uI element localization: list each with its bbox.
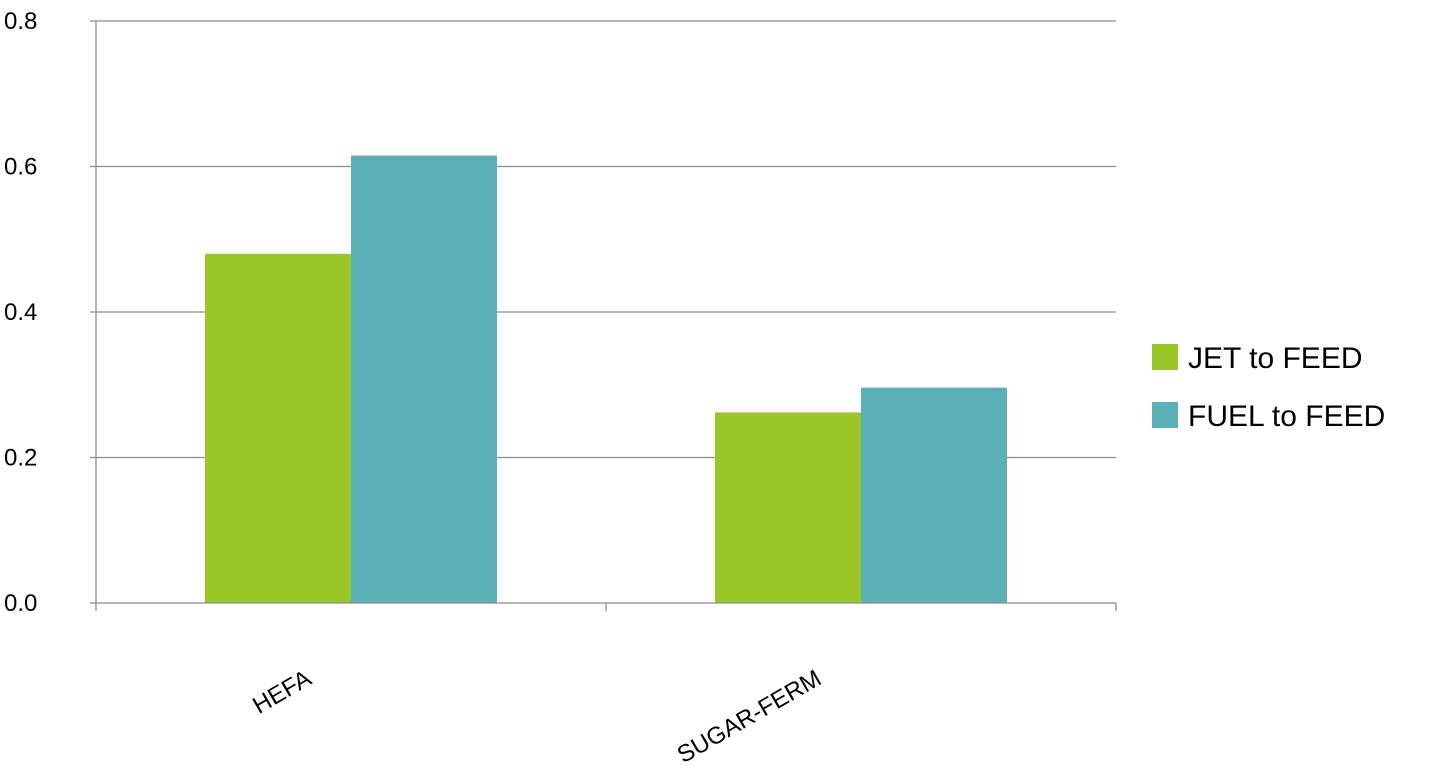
y-tick-label: 0.4 <box>4 299 37 326</box>
x-category-label: SUGAR-FERM <box>673 665 826 767</box>
axes <box>90 21 1117 611</box>
bars <box>205 155 1007 604</box>
x-category-labels: HEFA SUGAR-FERM <box>248 665 826 767</box>
bar-jet-to-feed-hefa <box>205 253 351 604</box>
bar-fuel-to-feed-hefa <box>351 155 497 603</box>
legend-label: JET to FEED <box>1188 342 1363 375</box>
legend-swatch <box>1152 344 1178 370</box>
y-tick-label: 0.6 <box>4 154 37 181</box>
legend-label: FUEL to FEED <box>1188 400 1385 433</box>
legend: JET to FEED FUEL to FEED <box>1152 342 1385 433</box>
y-tick-label: 0.2 <box>4 445 37 472</box>
legend-swatch <box>1152 402 1178 428</box>
bar-jet-to-feed-sugar-ferm <box>715 412 861 603</box>
y-tick-labels: 0.0 0.2 0.4 0.6 0.8 <box>4 8 37 617</box>
y-tick-label: 0.0 <box>4 590 37 617</box>
y-tick-label: 0.8 <box>4 8 37 35</box>
x-category-label: HEFA <box>248 665 316 720</box>
bar-fuel-to-feed-sugar-ferm <box>861 387 1007 603</box>
